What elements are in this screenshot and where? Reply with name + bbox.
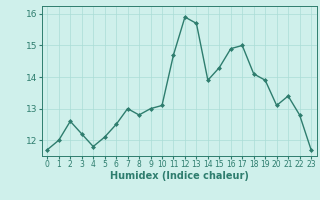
X-axis label: Humidex (Indice chaleur): Humidex (Indice chaleur) <box>110 171 249 181</box>
